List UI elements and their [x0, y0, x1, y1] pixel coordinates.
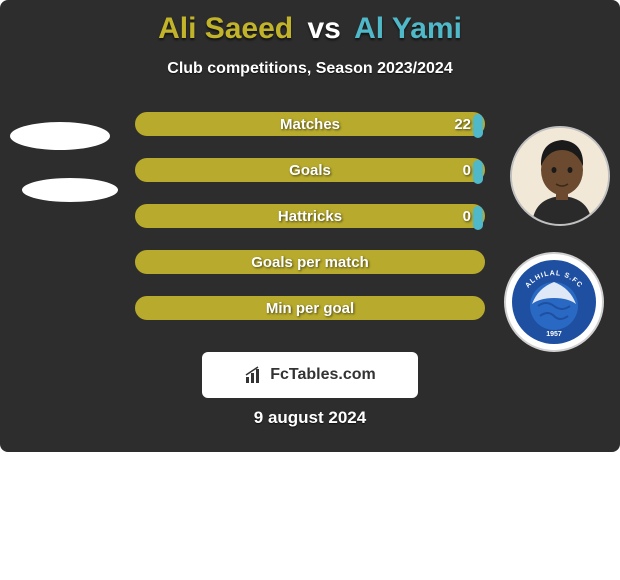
stat-row: Goals per match	[135, 250, 485, 274]
comparison-card: Ali Saeed vs Al Yami Club competitions, …	[0, 0, 620, 452]
stat-label: Goals per match	[137, 254, 483, 271]
stat-label: Goals	[137, 162, 483, 179]
source-badge: FcTables.com	[202, 352, 418, 398]
placeholder-ellipse-2	[22, 178, 118, 202]
player2-club-badge: ALHILAL S.FC 1957	[504, 252, 604, 352]
stat-value-right: 0	[463, 162, 471, 179]
stat-row: Matches22	[135, 112, 485, 136]
club-logo-icon: ALHILAL S.FC 1957	[510, 258, 598, 346]
stat-label: Matches	[137, 116, 483, 133]
player2-avatar	[510, 126, 610, 226]
stat-row: Min per goal	[135, 296, 485, 320]
page-title: Ali Saeed vs Al Yami	[0, 0, 620, 46]
player2-name: Al Yami	[354, 12, 462, 45]
stat-row: Goals0	[135, 158, 485, 182]
date-text: 9 august 2024	[0, 408, 620, 428]
stat-value-right: 0	[463, 208, 471, 225]
stat-value-right: 22	[454, 116, 471, 133]
bar-chart-icon	[244, 365, 264, 385]
vs-text: vs	[307, 12, 340, 45]
subtitle: Club competitions, Season 2023/2024	[0, 60, 620, 78]
stat-row: Hattricks0	[135, 204, 485, 228]
source-text: FcTables.com	[270, 366, 376, 384]
stat-label: Hattricks	[137, 208, 483, 225]
player2-face-icon	[512, 128, 610, 226]
stat-label: Min per goal	[137, 300, 483, 317]
svg-text:1957: 1957	[546, 331, 562, 338]
player1-name: Ali Saeed	[158, 12, 293, 45]
placeholder-ellipse-1	[10, 122, 110, 150]
